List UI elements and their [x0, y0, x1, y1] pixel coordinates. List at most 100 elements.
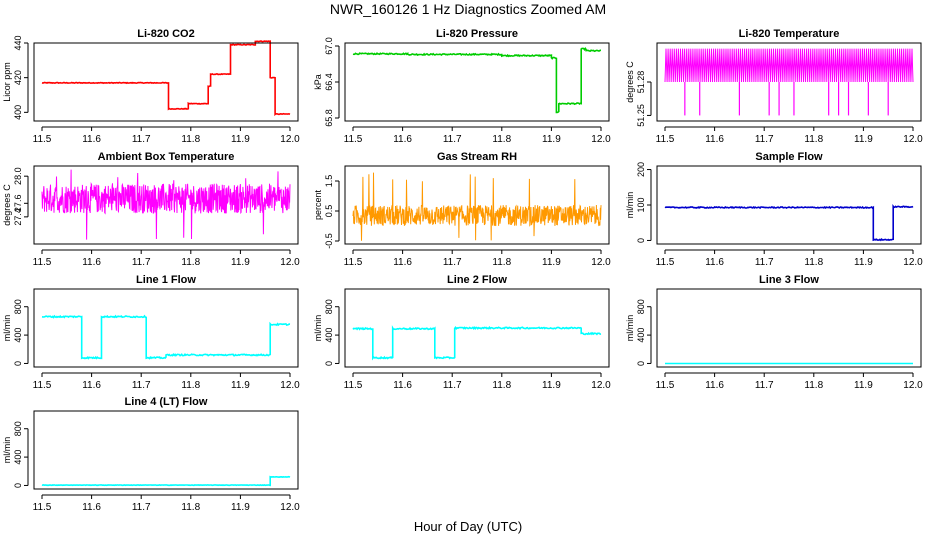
y-tick-label: 0: [636, 361, 646, 366]
y-tick-label: 51.28: [636, 71, 646, 94]
x-tick-label: 11.9: [542, 257, 561, 268]
x-tick-label: 11.6: [82, 257, 101, 268]
x-tick-label: 11.5: [656, 134, 675, 145]
x-tick-label: 11.8: [492, 134, 511, 145]
panel-title: Li-820 Pressure: [436, 28, 518, 40]
panel-title: Line 3 Flow: [759, 274, 819, 286]
series-line: [664, 48, 914, 83]
panel-ylabel: Licor ppm: [2, 62, 12, 102]
series-line: [352, 325, 602, 361]
x-tick-label: 11.8: [181, 134, 200, 145]
x-tick-label: 11.6: [393, 257, 412, 268]
panel-frame: [33, 410, 299, 490]
panel-2: Li-820 Pressure kPa 11.5 11.6 11.7 11.8 11.9 12…: [313, 28, 611, 145]
x-tick-label: 11.8: [804, 134, 823, 145]
x-tick-label: 11.5: [33, 380, 52, 391]
panel-title: Li-820 Temperature: [739, 28, 840, 40]
y-tick-label: 400: [13, 105, 23, 120]
x-tick-label: 11.7: [443, 257, 462, 268]
panel-frame: [656, 42, 922, 122]
series-line: [41, 169, 291, 240]
x-tick-label: 11.9: [854, 380, 873, 391]
panel-ylabel: percent: [313, 189, 323, 220]
panel-ylabel: ml/min: [625, 315, 635, 342]
panel-ylabel: kPa: [313, 74, 323, 90]
panel-ylabel: ml/min: [2, 437, 12, 464]
x-tick-label: 11.6: [82, 380, 101, 391]
x-tick-label: 11.6: [393, 134, 412, 145]
y-tick-label: 0: [13, 483, 23, 488]
y-tick-label: 27.6: [13, 195, 23, 213]
panel-title: Li-820 CO2: [137, 28, 194, 40]
x-tick-label: 11.8: [181, 380, 200, 391]
x-tick-label: 11.8: [492, 380, 511, 391]
x-tick-label: 11.5: [344, 257, 363, 268]
panel-title: Line 2 Flow: [447, 274, 507, 286]
x-tick-label: 11.6: [705, 380, 724, 391]
series-line: [41, 475, 291, 487]
panel-ylabel: degrees C: [625, 61, 635, 103]
x-tick-label: 11.5: [344, 380, 363, 391]
x-tick-label: 11.9: [231, 257, 250, 268]
panel-10: Line 4 (LT) Flow ml/min 11.5 11.6 11.7 11.8 11…: [2, 396, 300, 513]
panel-7: Line 1 Flow ml/min 11.5 11.6 11.7 11.8 11.9 12.…: [2, 274, 300, 391]
panel-3: Li-820 Temperature degrees C 11.5 11.6 11.7 1…: [625, 28, 923, 145]
panel-ylabel: ml/min: [2, 315, 12, 342]
x-tick-label: 11.8: [181, 502, 200, 513]
y-tick-label: 0: [13, 361, 23, 366]
y-tick-label: 0: [636, 238, 646, 243]
panel-frame: [344, 288, 610, 368]
y-tick-label: 200: [636, 162, 646, 177]
x-tick-label: 11.6: [82, 502, 101, 513]
panel-5: Gas Stream RH percent 11.5 11.6 11.7 11.8 11.9…: [313, 151, 611, 268]
x-tick-label: 11.7: [755, 257, 774, 268]
x-tick-label: 11.7: [755, 134, 774, 145]
panel-ylabel: ml/min: [313, 315, 323, 342]
x-tick-label: 12.0: [280, 257, 300, 268]
y-tick-label: 0.5: [324, 205, 334, 218]
panel-title: Sample Flow: [755, 151, 823, 163]
panel-4: Ambient Box Temperature degrees C 11.5 11.6…: [2, 151, 300, 268]
panel-frame: [656, 165, 922, 245]
x-tick-label: 12.0: [903, 134, 923, 145]
x-tick-label: 11.9: [854, 134, 873, 145]
y-tick-label: 440: [13, 35, 23, 50]
x-tick-label: 12.0: [280, 380, 300, 391]
y-tick-label: 51.25: [636, 104, 646, 127]
y-tick-label: 800: [324, 299, 334, 314]
panel-ylabel: ml/min: [625, 192, 635, 219]
panel-title: Line 4 (LT) Flow: [125, 396, 208, 408]
x-tick-label: 12.0: [591, 380, 611, 391]
panel-6: Sample Flow ml/min 11.5 11.6 11.7 11.8 11.9 12.…: [625, 151, 923, 268]
panel-frame: [344, 42, 610, 122]
panel-ylabel: degrees C: [2, 184, 12, 226]
x-tick-label: 12.0: [903, 257, 923, 268]
y-tick-label: 420: [13, 70, 23, 85]
series-line: [41, 40, 291, 117]
x-tick-label: 11.8: [492, 257, 511, 268]
x-tick-label: 11.7: [443, 380, 462, 391]
y-tick-label: 400: [636, 328, 646, 343]
series-line: [352, 47, 601, 114]
y-tick-label: -0.5: [324, 233, 334, 249]
x-tick-label: 12.0: [591, 257, 611, 268]
x-tick-label: 11.8: [804, 380, 823, 391]
x-tick-label: 11.6: [705, 257, 724, 268]
x-tick-label: 11.9: [542, 134, 561, 145]
x-tick-label: 11.7: [132, 502, 151, 513]
x-tick-label: 11.5: [656, 257, 675, 268]
x-tick-label: 11.9: [231, 380, 250, 391]
panel-title: Ambient Box Temperature: [98, 151, 235, 163]
panel-frame: [33, 288, 299, 368]
x-tick-label: 11.8: [804, 257, 823, 268]
x-tick-label: 11.8: [181, 257, 200, 268]
figure-title: NWR_160126 1 Hz Diagnostics Zoomed AM: [330, 1, 606, 17]
x-tick-label: 11.7: [132, 134, 151, 145]
y-tick-label: 65.8: [324, 109, 334, 127]
x-tick-label: 12.0: [591, 134, 611, 145]
x-tick-label: 11.9: [231, 134, 250, 145]
x-tick-label: 11.7: [443, 134, 462, 145]
x-tick-label: 11.7: [132, 257, 151, 268]
x-tick-label: 11.9: [542, 380, 561, 391]
